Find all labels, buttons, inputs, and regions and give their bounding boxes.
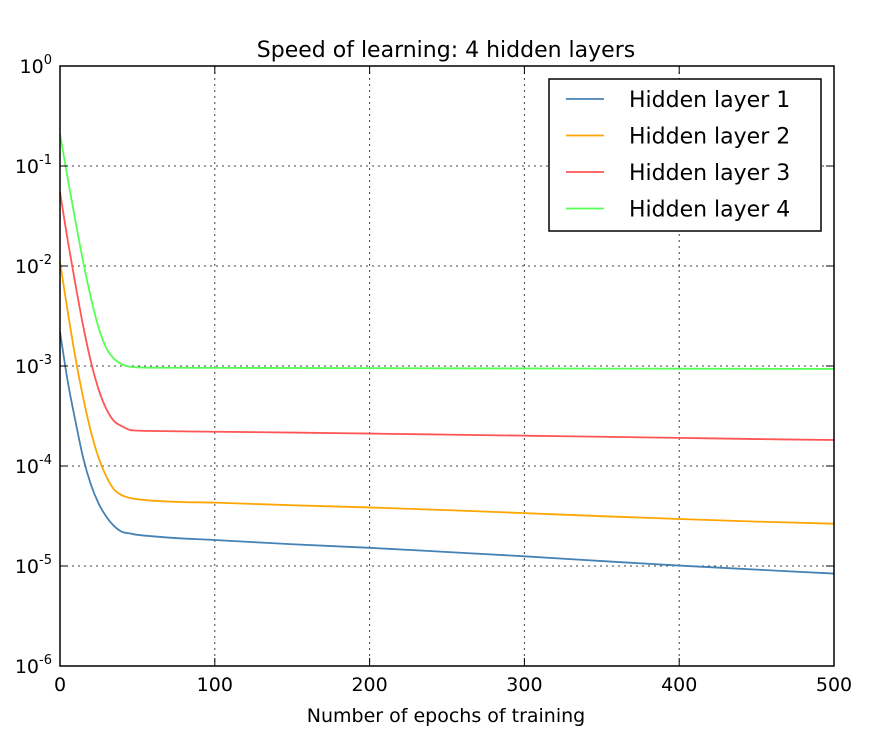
y-tick-label: 10-4 xyxy=(15,453,52,478)
x-tick-label: 400 xyxy=(661,674,697,696)
x-tick-label: 300 xyxy=(506,674,542,696)
legend-label-2: Hidden layer 2 xyxy=(629,125,790,150)
series-line-4 xyxy=(59,133,835,370)
y-tick-label: 10-2 xyxy=(15,253,52,278)
series-line-1 xyxy=(59,331,835,575)
x-tick-label: 100 xyxy=(197,674,233,696)
legend: Hidden layer 1 Hidden layer 2 Hidden layer… xyxy=(548,78,822,232)
x-tick-label: 0 xyxy=(54,674,66,696)
y-tick-label: 10-3 xyxy=(15,353,52,378)
chart-title: Speed of learning: 4 hidden layers xyxy=(257,38,635,63)
y-tick-labels: 100 10-1 10-2 10-3 10-4 10-5 10-6 xyxy=(15,53,52,678)
x-axis-label: Number of epochs of training xyxy=(307,705,585,727)
legend-box xyxy=(548,78,822,232)
x-tick-label: 200 xyxy=(351,674,387,696)
y-tick-label: 100 xyxy=(20,53,52,78)
legend-label-1: Hidden layer 1 xyxy=(629,88,790,113)
x-tick-labels: 0 100 200 300 400 500 xyxy=(54,674,852,696)
y-tick-label: 10-1 xyxy=(15,153,52,178)
legend-label-3: Hidden layer 3 xyxy=(629,161,790,186)
axis-ticks xyxy=(59,65,835,667)
legend-label-4: Hidden layer 4 xyxy=(629,198,790,223)
series-line-3 xyxy=(59,191,835,441)
y-tick-label: 10-6 xyxy=(15,653,52,678)
y-tick-label: 10-5 xyxy=(15,553,52,578)
x-tick-label: 500 xyxy=(816,674,852,696)
series-line-2 xyxy=(59,261,835,525)
series-lines xyxy=(59,133,835,575)
